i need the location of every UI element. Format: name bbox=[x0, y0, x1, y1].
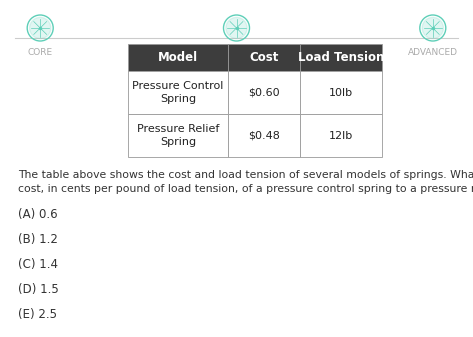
Text: (A) 0.6: (A) 0.6 bbox=[18, 208, 58, 221]
Bar bbox=[128, 44, 228, 71]
Text: (B) 1.2: (B) 1.2 bbox=[18, 233, 58, 246]
Text: ADVANCED: ADVANCED bbox=[408, 48, 458, 57]
Circle shape bbox=[29, 17, 51, 39]
Bar bbox=[300, 44, 382, 71]
Text: Load Tension: Load Tension bbox=[298, 51, 384, 64]
Bar bbox=[128, 114, 228, 157]
Text: Pressure Relief
Spring: Pressure Relief Spring bbox=[137, 124, 219, 147]
Bar bbox=[300, 114, 382, 157]
Bar bbox=[128, 71, 228, 114]
Text: SKILL: SKILL bbox=[224, 48, 249, 57]
Text: Cost: Cost bbox=[249, 51, 279, 64]
Text: The table above shows the cost and load tension of several models of springs. Wh: The table above shows the cost and load … bbox=[18, 170, 473, 194]
Text: CORE: CORE bbox=[27, 48, 53, 57]
Text: Model: Model bbox=[158, 51, 198, 64]
Text: (C) 1.4: (C) 1.4 bbox=[18, 258, 58, 271]
Text: Pressure Control
Spring: Pressure Control Spring bbox=[132, 81, 224, 104]
Bar bbox=[228, 44, 300, 71]
Circle shape bbox=[422, 17, 444, 39]
Text: 12lb: 12lb bbox=[329, 130, 353, 141]
Text: $0.60: $0.60 bbox=[248, 88, 280, 97]
Text: (E) 2.5: (E) 2.5 bbox=[18, 308, 57, 321]
Circle shape bbox=[226, 17, 247, 39]
Text: $0.48: $0.48 bbox=[248, 130, 280, 141]
Bar bbox=[228, 114, 300, 157]
Bar bbox=[228, 71, 300, 114]
Text: 10lb: 10lb bbox=[329, 88, 353, 97]
Text: (D) 1.5: (D) 1.5 bbox=[18, 283, 59, 296]
Bar bbox=[300, 71, 382, 114]
